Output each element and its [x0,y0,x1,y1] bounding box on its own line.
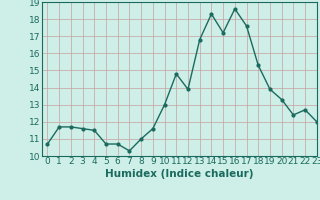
X-axis label: Humidex (Indice chaleur): Humidex (Indice chaleur) [105,169,253,179]
